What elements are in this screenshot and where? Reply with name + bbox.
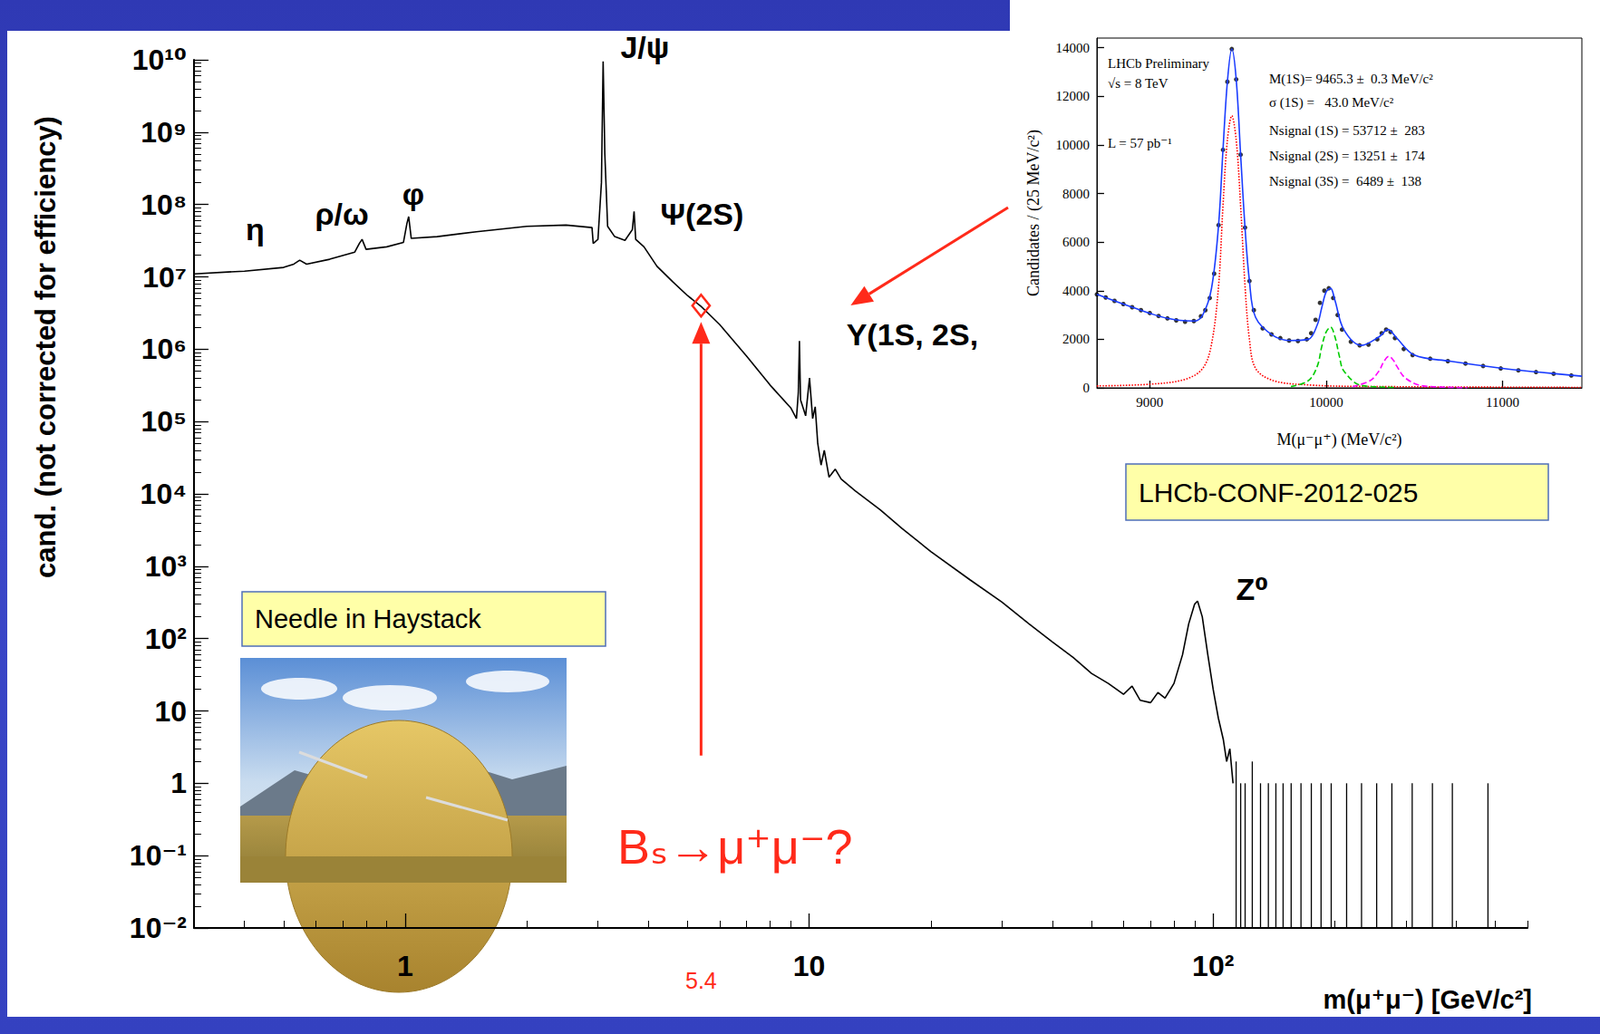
svg-text:M(1S)= 9465.3 ± 0.3 MeV/c²: M(1S)= 9465.3 ± 0.3 MeV/c² bbox=[1269, 71, 1434, 88]
svg-text:10⁶: 10⁶ bbox=[141, 332, 187, 366]
svg-text:Bₛ→μ⁺μ⁻?: Bₛ→μ⁺μ⁻? bbox=[617, 819, 853, 874]
svg-text:Nsignal (1S) = 53712 ± 283: Nsignal (1S) = 53712 ± 283 bbox=[1269, 123, 1426, 139]
svg-text:10⁷: 10⁷ bbox=[142, 261, 187, 294]
svg-text:LHCb Preliminary: LHCb Preliminary bbox=[1107, 56, 1211, 71]
svg-text:Candidates / (25 MeV/c²): Candidates / (25 MeV/c²) bbox=[1024, 129, 1044, 297]
svg-text:10000: 10000 bbox=[1309, 395, 1344, 410]
svg-text:1: 1 bbox=[397, 950, 414, 983]
svg-text:10: 10 bbox=[793, 950, 826, 983]
svg-text:Ψ(2S): Ψ(2S) bbox=[660, 196, 745, 232]
svg-text:ρ/ω: ρ/ω bbox=[315, 196, 369, 232]
svg-text:L = 57 pb⁻¹: L = 57 pb⁻¹ bbox=[1107, 135, 1173, 151]
svg-text:η: η bbox=[245, 212, 265, 247]
svg-text:cand. (not corrected for effic: cand. (not corrected for efficiency) bbox=[29, 116, 62, 579]
svg-text:5.4: 5.4 bbox=[685, 968, 718, 994]
svg-text:8000: 8000 bbox=[1062, 186, 1090, 202]
svg-text:10000: 10000 bbox=[1056, 137, 1091, 153]
svg-text:J/ψ: J/ψ bbox=[620, 29, 670, 65]
svg-text:10⁵: 10⁵ bbox=[140, 405, 187, 438]
svg-text:4000: 4000 bbox=[1062, 283, 1090, 299]
svg-text:10³: 10³ bbox=[145, 550, 187, 583]
svg-text:2000: 2000 bbox=[1062, 331, 1090, 347]
svg-text:10⁸: 10⁸ bbox=[140, 188, 187, 222]
svg-text:10⁻¹: 10⁻¹ bbox=[129, 839, 187, 873]
svg-text:Υ(1S, 2S,: Υ(1S, 2S, bbox=[846, 317, 980, 352]
svg-text:LHCb-CONF-2012-025: LHCb-CONF-2012-025 bbox=[1138, 477, 1418, 508]
svg-text:m(μ⁺μ⁻) [GeV/c²]: m(μ⁺μ⁻) [GeV/c²] bbox=[1323, 985, 1533, 1015]
svg-text:10¹⁰: 10¹⁰ bbox=[132, 43, 187, 77]
svg-text:9000: 9000 bbox=[1135, 395, 1164, 410]
svg-text:Z⁰: Z⁰ bbox=[1236, 572, 1270, 607]
svg-text:10⁹: 10⁹ bbox=[140, 116, 187, 149]
svg-text:Nsignal (3S) = 6489 ± 138: Nsignal (3S) = 6489 ± 138 bbox=[1269, 174, 1422, 190]
svg-text:10⁻²: 10⁻² bbox=[129, 911, 187, 945]
svg-text:10²: 10² bbox=[145, 622, 187, 656]
svg-text:12000: 12000 bbox=[1056, 88, 1091, 104]
svg-text:σ (1S) = 43.0 MeV/c²: σ (1S) = 43.0 MeV/c² bbox=[1269, 95, 1395, 111]
svg-text:φ: φ bbox=[402, 176, 425, 212]
svg-text:Nsignal (2S) = 13251 ± 174: Nsignal (2S) = 13251 ± 174 bbox=[1269, 148, 1426, 165]
svg-text:11000: 11000 bbox=[1485, 395, 1520, 410]
svg-text:0: 0 bbox=[1083, 380, 1091, 396]
svg-text:Needle in Haystack: Needle in Haystack bbox=[254, 604, 482, 634]
svg-text:1: 1 bbox=[170, 766, 187, 800]
svg-text:√s = 8 TeV: √s = 8 TeV bbox=[1107, 76, 1169, 91]
svg-text:14000: 14000 bbox=[1056, 40, 1091, 56]
svg-text:M(μ⁻μ⁺) (MeV/c²): M(μ⁻μ⁺) (MeV/c²) bbox=[1276, 430, 1402, 450]
svg-text:10: 10 bbox=[154, 695, 187, 728]
svg-text:10²: 10² bbox=[1192, 950, 1234, 983]
svg-text:10⁴: 10⁴ bbox=[140, 477, 187, 511]
svg-text:6000: 6000 bbox=[1062, 234, 1090, 250]
